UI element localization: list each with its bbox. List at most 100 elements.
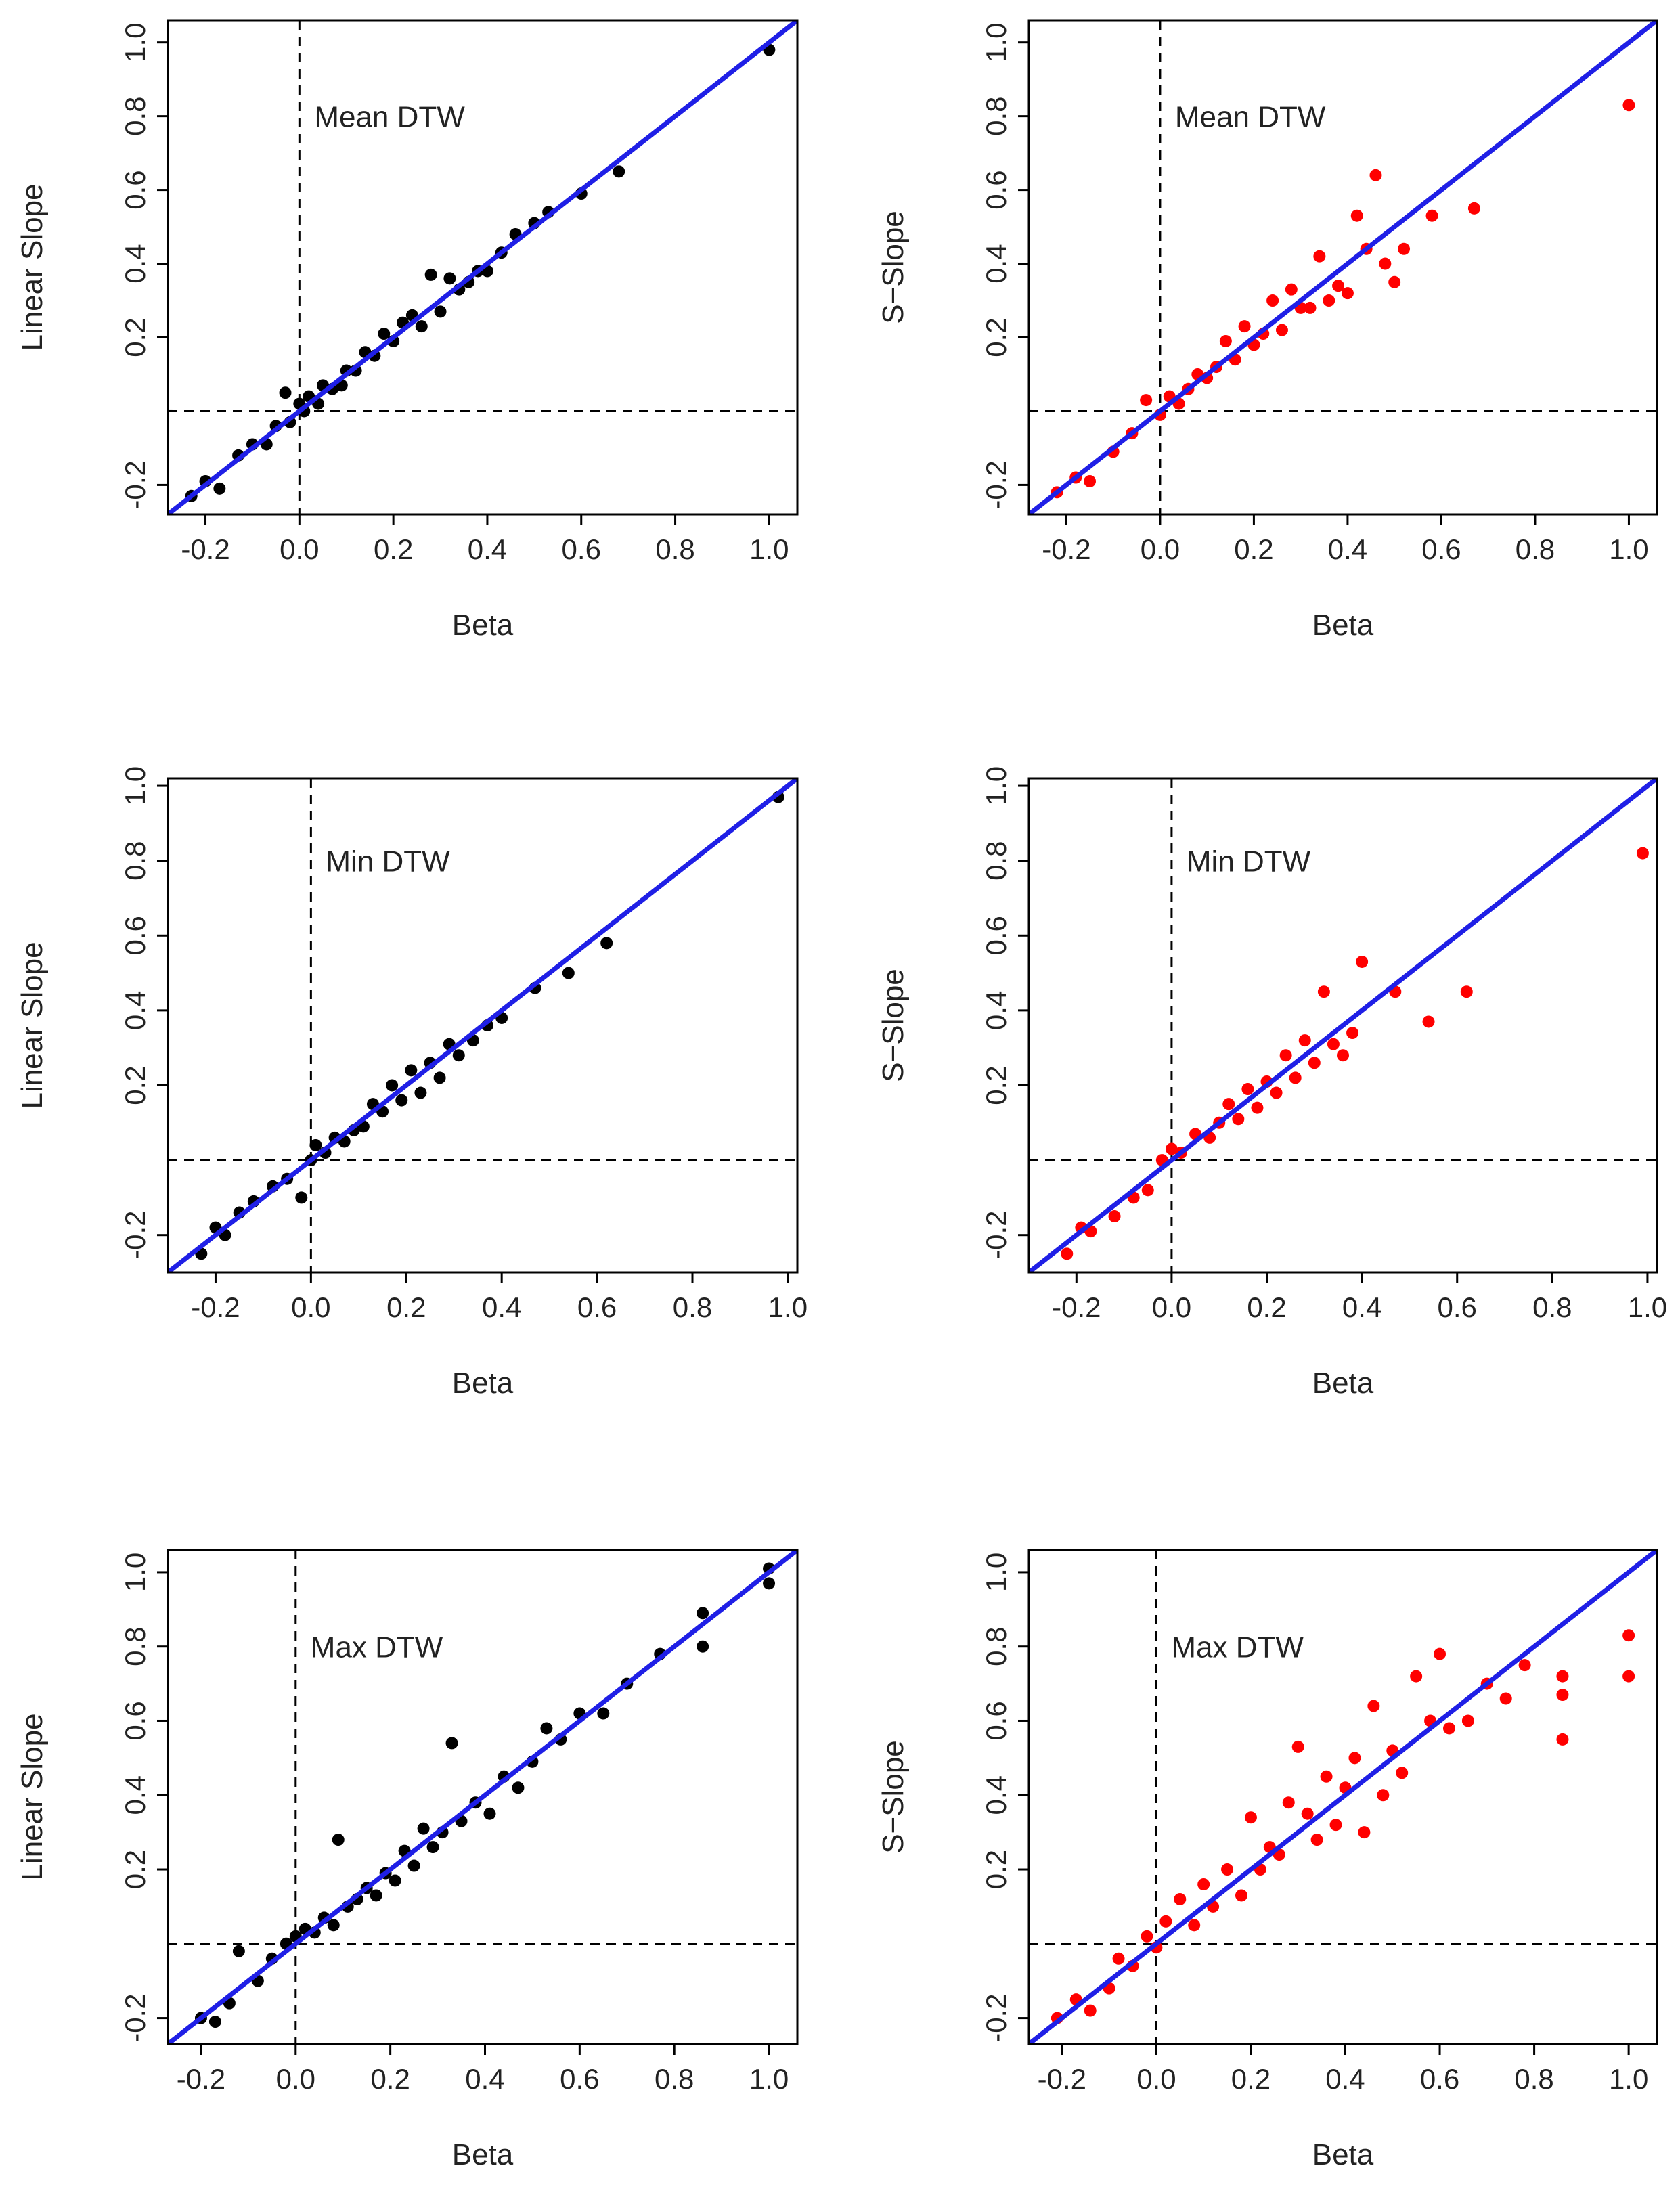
- data-point: [434, 305, 447, 318]
- data-point: [370, 1889, 382, 1902]
- data-point: [1084, 474, 1097, 487]
- y-axis-title: S−Slope: [877, 210, 910, 324]
- data-point: [1556, 1689, 1569, 1702]
- identity-line: [1029, 1550, 1657, 2044]
- scatter-panel-mean-s-slope: -0.2 0.0 0.2 0.4 0.6 0.8 1.0 -0.2 0.2 0.4 0.6 0.8 1.…: [877, 19, 1658, 642]
- scatter-panel-max-s-slope: -0.2 0.0 0.2 0.4 0.6 0.8 1.0 -0.2 0.2 0.4 0.6 0.8 1.…: [877, 1549, 1658, 2171]
- x-tick-label: -0.2: [177, 2063, 225, 2095]
- x-tick-label: 0.2: [386, 1291, 426, 1323]
- data-point: [1301, 1807, 1314, 1820]
- data-point: [600, 937, 613, 950]
- scatter-panel-min-linear: -0.2 0.0 0.2 0.4 0.6 0.8 1.0 -0.2 0.2 0.4 0.6 0.8 1.…: [16, 766, 808, 1400]
- x-tick-label: 0.2: [1234, 533, 1273, 565]
- plot-area: [1029, 20, 1657, 514]
- data-point: [1298, 1034, 1311, 1047]
- data-point: [1320, 1770, 1333, 1783]
- y-tick-label: 0.8: [119, 1627, 151, 1666]
- plot-area: [168, 20, 797, 514]
- x-tick-label: 0.8: [655, 2063, 694, 2095]
- identity-line: [168, 778, 797, 1272]
- y-tick-label: 0.4: [980, 991, 1012, 1030]
- scatter-panel-mean-linear: -0.2 0.0 0.2 0.4 0.6 0.8 1.0 -0.2 0.2 0.4 0.6 0.8 1.…: [16, 19, 799, 642]
- y-axis-title: Linear Slope: [16, 183, 49, 351]
- data-point: [540, 1722, 553, 1735]
- data-point: [1108, 1210, 1121, 1223]
- x-tick-label: 0.2: [1231, 2063, 1270, 2095]
- y-tick-label: 0.2: [119, 1065, 151, 1105]
- data-point: [407, 1859, 420, 1872]
- data-point: [443, 272, 456, 285]
- data-point: [1460, 985, 1473, 998]
- data-point: [386, 1079, 399, 1092]
- y-tick-label: -0.2: [119, 1211, 151, 1260]
- x-tick-label: 0.4: [482, 1291, 521, 1323]
- data-point: [1279, 1049, 1292, 1062]
- x-axis-title: Beta: [1312, 2138, 1374, 2171]
- data-point: [1291, 1740, 1304, 1753]
- axes-frame: [1027, 777, 1658, 1274]
- data-point: [1518, 1659, 1531, 1672]
- x-tick-label: 1.0: [749, 2063, 789, 2095]
- x-tick-label: 0.8: [673, 1291, 712, 1323]
- y-tick-label: 0.4: [980, 244, 1012, 283]
- y-tick-label: 0.6: [980, 1701, 1012, 1740]
- x-tick-label: 0.0: [1141, 533, 1180, 565]
- data-point: [1140, 394, 1153, 407]
- data-point: [1266, 294, 1279, 307]
- data-point: [697, 1640, 709, 1653]
- x-tick-label: 0.6: [562, 533, 601, 565]
- data-point: [1337, 1049, 1349, 1062]
- y-tick-label: 1.0: [119, 766, 151, 805]
- data-point: [1332, 280, 1345, 292]
- x-axis-title: Beta: [452, 1367, 514, 1400]
- data-point: [1622, 99, 1635, 112]
- y-tick-label: 0.6: [119, 916, 151, 955]
- data-point: [1388, 275, 1401, 288]
- x-tick-label: 0.8: [1532, 1291, 1572, 1323]
- y-tick-label: 1.0: [980, 22, 1012, 62]
- data-point: [1289, 1071, 1302, 1084]
- data-point: [208, 2016, 221, 2028]
- data-point: [1556, 1670, 1569, 1683]
- data-point: [1329, 1819, 1342, 1832]
- data-point: [378, 328, 391, 340]
- data-point: [1323, 294, 1335, 307]
- x-tick-label: -0.2: [181, 533, 229, 565]
- data-point: [697, 1607, 709, 1620]
- panel-annotation: Min DTW: [1187, 845, 1311, 879]
- identity-line: [168, 1550, 797, 2044]
- data-point: [1219, 334, 1232, 347]
- x-tick-label: 0.6: [577, 1291, 617, 1323]
- y-tick-label: 0.8: [119, 841, 151, 880]
- y-axis-title: S−Slope: [877, 1740, 910, 1854]
- data-point: [1410, 1670, 1423, 1683]
- data-point: [1282, 1796, 1295, 1809]
- data-point: [763, 1577, 776, 1590]
- data-point: [1188, 1919, 1201, 1932]
- identity-line: [1029, 778, 1657, 1272]
- data-point: [512, 1781, 525, 1794]
- y-axis-title: S−Slope: [877, 969, 910, 1082]
- data-point: [1165, 1142, 1178, 1155]
- data-point: [1304, 301, 1317, 314]
- data-point: [1467, 202, 1480, 215]
- panel-annotation: Mean DTW: [314, 101, 465, 134]
- y-tick-label: 0.4: [119, 1775, 151, 1815]
- y-axis-title: Linear Slope: [16, 1713, 49, 1880]
- x-tick-label: 0.6: [1421, 533, 1461, 565]
- data-point: [1313, 250, 1326, 263]
- data-point: [1396, 1767, 1409, 1779]
- data-point: [445, 1737, 458, 1750]
- data-point: [433, 1071, 446, 1084]
- y-tick-label: -0.2: [980, 1993, 1012, 2042]
- scatter-panel-max-linear: -0.2 0.0 0.2 0.4 0.6 0.8 1.0 -0.2 0.2 0.4 0.6 0.8 1.…: [16, 1549, 799, 2171]
- data-point: [415, 320, 428, 333]
- x-tick-label: 1.0: [749, 533, 789, 565]
- x-tick-label: 1.0: [1628, 1291, 1667, 1323]
- x-tick-label: 1.0: [1609, 533, 1648, 565]
- data-point: [1377, 1789, 1390, 1802]
- data-point: [424, 268, 437, 281]
- data-point: [1327, 1038, 1340, 1050]
- y-tick-label: -0.2: [980, 460, 1012, 509]
